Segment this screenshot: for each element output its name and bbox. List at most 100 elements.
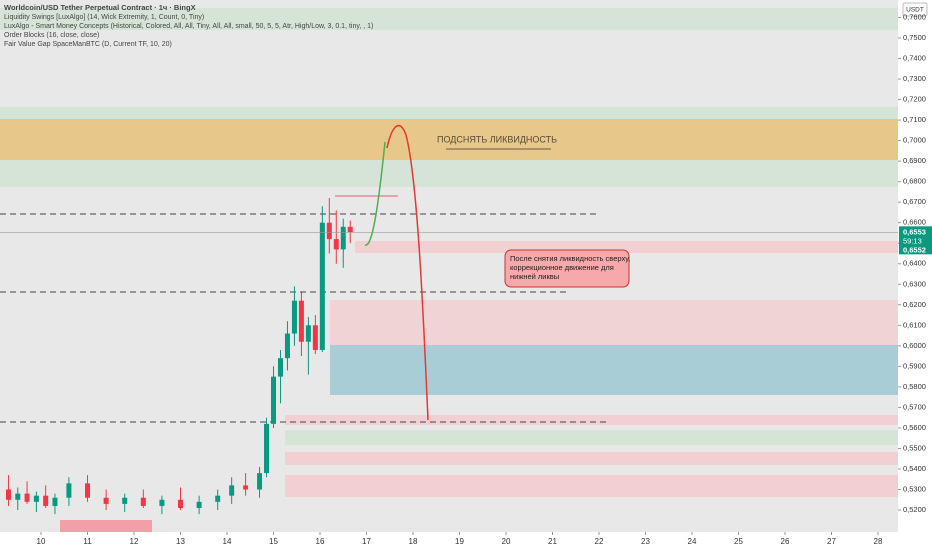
y-tick-label: 0,6400 xyxy=(903,259,926,268)
candle-body xyxy=(243,485,249,490)
zone xyxy=(330,300,898,345)
y-tick-label: 0,7300 xyxy=(903,74,926,83)
candle-body xyxy=(305,325,311,342)
zone xyxy=(60,520,152,532)
candle-body xyxy=(264,423,270,474)
y-tick-label: 0,7200 xyxy=(903,95,926,104)
y-tick-label: 0,6000 xyxy=(903,341,926,350)
candle-body xyxy=(257,473,263,490)
x-tick-label: 10 xyxy=(37,537,46,546)
candle-body xyxy=(277,358,283,377)
candle-body xyxy=(196,501,202,508)
zone xyxy=(285,475,898,497)
zone xyxy=(0,160,898,187)
candle-body xyxy=(215,495,221,502)
x-tick-label: 26 xyxy=(781,537,790,546)
currency-box xyxy=(902,2,928,17)
y-tick-label: 0,5600 xyxy=(903,423,926,432)
candle-body xyxy=(85,483,91,498)
zone xyxy=(285,430,898,445)
candle-body xyxy=(159,499,165,506)
y-tick-label: 0,6100 xyxy=(903,320,926,329)
candle-body xyxy=(178,499,184,508)
candle-body xyxy=(122,497,128,504)
callout-text: После снятия ликвидность сверху, xyxy=(510,254,630,263)
candle-body xyxy=(312,325,318,350)
candle-body xyxy=(103,497,109,504)
x-tick-label: 24 xyxy=(688,537,697,546)
x-tick-label: 14 xyxy=(223,537,232,546)
candle-body xyxy=(66,483,72,498)
y-tick-label: 0,5500 xyxy=(903,443,926,452)
callout xyxy=(504,249,630,288)
candle-body xyxy=(319,222,325,350)
candle-body xyxy=(15,493,21,500)
x-tick-label: 13 xyxy=(176,537,185,546)
candle-body xyxy=(43,495,49,506)
candle-body xyxy=(229,485,235,496)
countdown: 59:13 xyxy=(903,236,922,245)
bid-price: 0,6552 xyxy=(903,246,926,255)
x-tick-label: 21 xyxy=(548,537,557,546)
indicator: LuxAlgo - Smart Money Concepts (Historic… xyxy=(4,23,373,30)
x-tick-label: 22 xyxy=(595,537,604,546)
projection-up xyxy=(364,141,386,246)
zone xyxy=(0,107,898,119)
candle-body xyxy=(298,300,304,342)
zone xyxy=(0,8,898,30)
candle-body xyxy=(347,226,353,233)
x-tick-label: 27 xyxy=(827,537,836,546)
candle-body xyxy=(333,239,339,250)
candle-body xyxy=(33,495,39,502)
x-tick-label: 11 xyxy=(83,537,92,546)
y-tick-label: 0,6600 xyxy=(903,218,926,227)
x-tick-label: 25 xyxy=(734,537,743,546)
candle-body xyxy=(284,333,290,359)
order-block xyxy=(330,345,898,395)
chart-title: Worldcoin/USD Tether Perpetual Contract … xyxy=(4,3,196,12)
liquidity-zone xyxy=(0,119,898,160)
y-tick-label: 0,6700 xyxy=(903,197,926,206)
y-tick-label: 0,5700 xyxy=(903,402,926,411)
callout-text: нижней ликвы xyxy=(510,272,559,281)
zone xyxy=(355,241,898,253)
x-tick-label: 12 xyxy=(130,537,139,546)
y-tick-label: 0,5200 xyxy=(903,505,926,514)
y-tick-label: 0,6300 xyxy=(903,279,926,288)
y-tick-label: 0,5300 xyxy=(903,484,926,493)
x-tick-label: 28 xyxy=(874,537,883,546)
candle-body xyxy=(5,489,11,500)
callout-text: коррекционное движение для xyxy=(510,263,614,272)
x-tick-label: 23 xyxy=(641,537,650,546)
x-tick-label: 19 xyxy=(455,537,464,546)
candle-body xyxy=(140,497,146,506)
candle-body xyxy=(326,222,332,240)
y-tick-label: 0,7500 xyxy=(903,33,926,42)
indicator: Liquidity Swings [LuxAlgo] (14, Wick Ext… xyxy=(4,14,204,21)
candle-body xyxy=(24,493,30,502)
annotation: ПОДСНЯТЬ ЛИКВИДНОСТЬ xyxy=(437,134,557,144)
zone xyxy=(285,452,898,465)
x-tick-label: 17 xyxy=(362,537,371,546)
y-tick-label: 0,6900 xyxy=(903,156,926,165)
last-price: 0,6553 xyxy=(903,227,926,236)
time-axis xyxy=(0,532,898,550)
y-tick-label: 0,7000 xyxy=(903,136,926,145)
y-tick-label: 0,5900 xyxy=(903,361,926,370)
zone xyxy=(285,415,898,425)
last-price-box xyxy=(899,226,932,255)
candle-body xyxy=(291,300,297,334)
indicator: Fair Value Gap SpaceManBTC (D, Current T… xyxy=(4,41,172,48)
y-tick-label: 0,6200 xyxy=(903,300,926,309)
y-tick-label: 0,5400 xyxy=(903,464,926,473)
candle-body xyxy=(340,226,346,250)
projection-down xyxy=(386,124,429,421)
x-tick-label: 15 xyxy=(269,537,278,546)
x-tick-label: 18 xyxy=(409,537,418,546)
candle-body xyxy=(52,497,58,506)
y-tick-label: 0,7100 xyxy=(903,115,926,124)
y-tick-label: 0,6800 xyxy=(903,177,926,186)
x-tick-label: 20 xyxy=(502,537,511,546)
candle-body xyxy=(271,376,277,424)
